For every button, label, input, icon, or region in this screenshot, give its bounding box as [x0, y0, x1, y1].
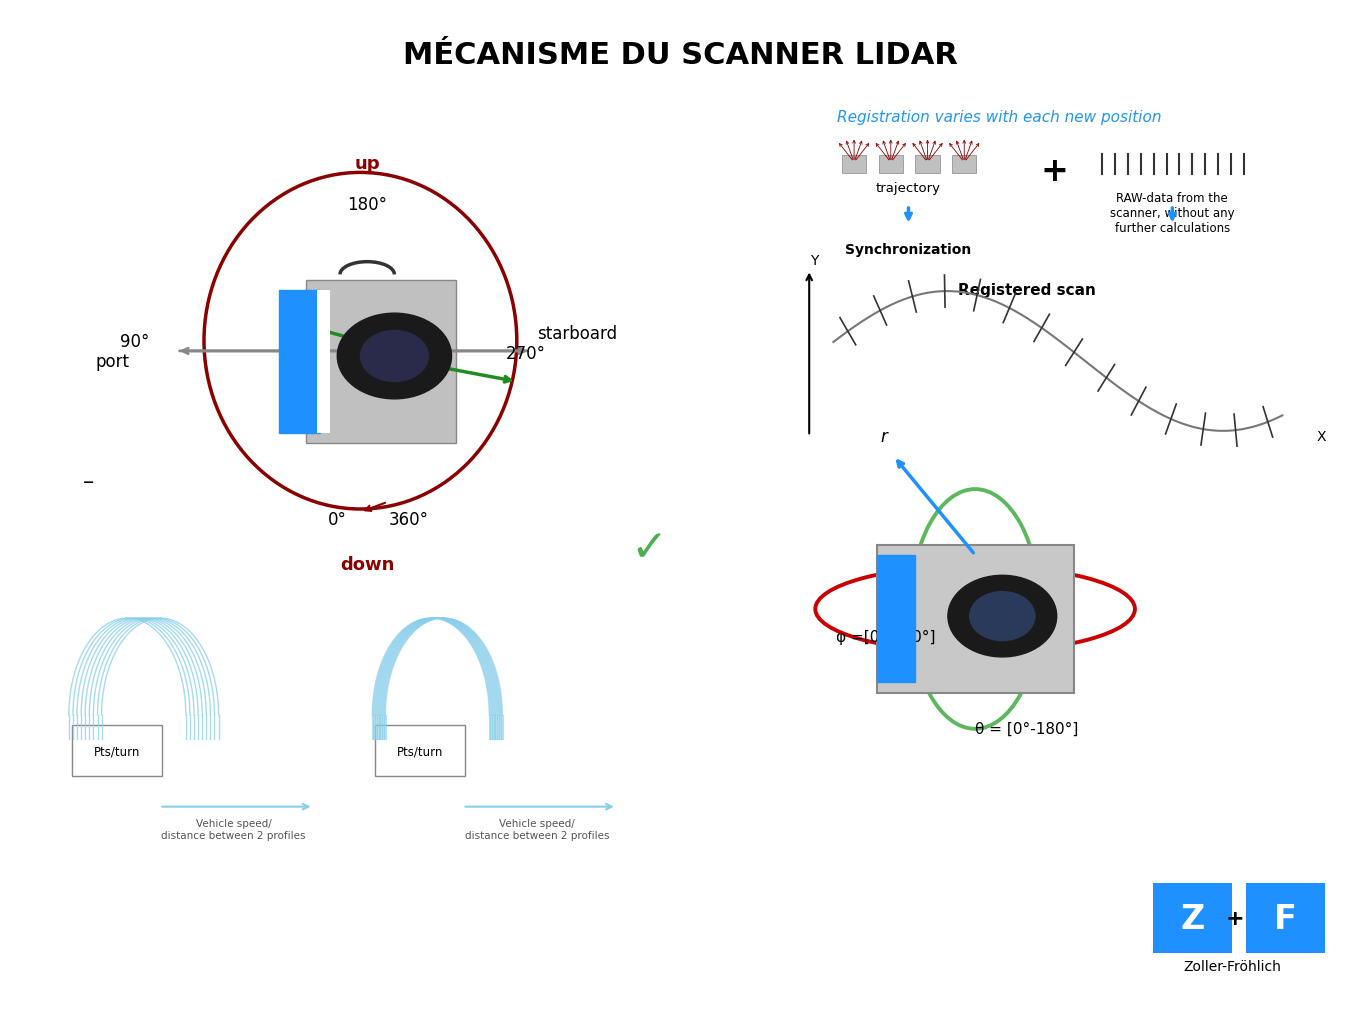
Text: θ = [0°-180°]: θ = [0°-180°]	[975, 721, 1078, 736]
FancyBboxPatch shape	[915, 156, 940, 174]
Text: φ =[0°-360°]: φ =[0°-360°]	[836, 630, 936, 644]
Text: up: up	[355, 155, 379, 173]
Text: ✓: ✓	[630, 527, 668, 570]
FancyBboxPatch shape	[952, 156, 976, 174]
Circle shape	[948, 576, 1057, 657]
FancyBboxPatch shape	[842, 156, 866, 174]
Text: Vehicle speed/
distance between 2 profiles: Vehicle speed/ distance between 2 profil…	[465, 818, 609, 840]
Text: X: X	[1316, 430, 1326, 444]
Text: 360°: 360°	[389, 511, 428, 529]
FancyBboxPatch shape	[877, 545, 1074, 693]
Text: down: down	[340, 555, 394, 574]
Text: Zoller-Fröhlich: Zoller-Fröhlich	[1183, 959, 1281, 973]
Text: 0°: 0°	[328, 511, 347, 529]
Text: Vehicle speed/
distance between 2 profiles: Vehicle speed/ distance between 2 profil…	[162, 818, 306, 840]
Text: Y: Y	[809, 254, 819, 268]
FancyBboxPatch shape	[279, 290, 320, 433]
Text: Synchronization: Synchronization	[846, 243, 971, 257]
FancyBboxPatch shape	[879, 156, 903, 174]
Text: F: F	[1274, 902, 1296, 934]
Text: +: +	[1225, 908, 1244, 928]
Text: 180°: 180°	[347, 196, 388, 214]
FancyBboxPatch shape	[1153, 883, 1232, 953]
Text: +: +	[1040, 155, 1068, 187]
FancyBboxPatch shape	[306, 280, 456, 443]
Text: starboard: starboard	[537, 324, 617, 342]
FancyBboxPatch shape	[72, 726, 162, 775]
FancyBboxPatch shape	[877, 555, 915, 683]
FancyBboxPatch shape	[375, 726, 465, 775]
FancyBboxPatch shape	[1246, 883, 1325, 953]
Text: 270°: 270°	[506, 344, 545, 363]
Text: Z: Z	[1180, 902, 1205, 934]
FancyBboxPatch shape	[317, 290, 330, 433]
Text: Registered scan: Registered scan	[957, 283, 1096, 298]
Text: r: r	[880, 427, 888, 445]
Text: Pts/turn: Pts/turn	[397, 744, 443, 757]
Text: 90°: 90°	[120, 332, 150, 351]
Circle shape	[970, 592, 1035, 641]
Text: Pts/turn: Pts/turn	[94, 744, 140, 757]
Text: –: –	[83, 472, 94, 492]
Text: MÉCANISME DU SCANNER LIDAR: MÉCANISME DU SCANNER LIDAR	[403, 41, 957, 69]
Text: Registration varies with each new position: Registration varies with each new positi…	[838, 110, 1161, 124]
Text: RAW-data from the
scanner, without any
further calculations: RAW-data from the scanner, without any f…	[1110, 192, 1235, 234]
Circle shape	[337, 314, 452, 399]
Circle shape	[360, 331, 428, 382]
Text: port: port	[95, 353, 129, 371]
Text: trajectory: trajectory	[876, 182, 941, 195]
